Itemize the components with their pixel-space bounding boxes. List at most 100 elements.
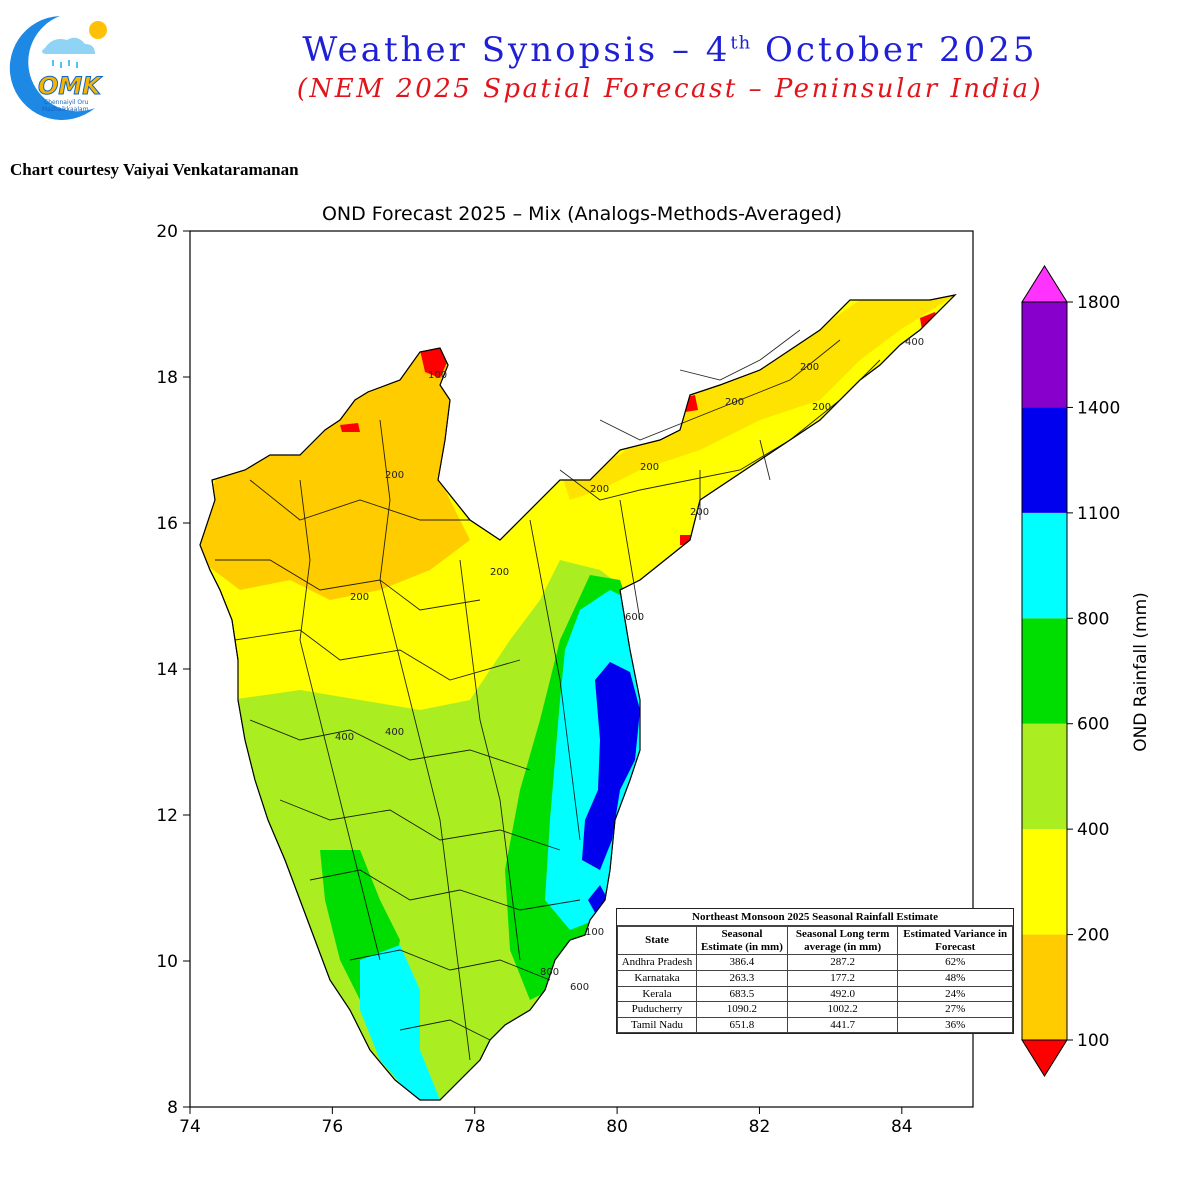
zone-below-100-north-tip bbox=[420, 345, 448, 378]
colorbar-segment bbox=[1022, 723, 1067, 830]
chart-title: OND Forecast 2025 – Mix (Analogs-Methods… bbox=[322, 203, 842, 225]
logo-crescent bbox=[9, 16, 95, 120]
title-tail: October 2025 bbox=[751, 30, 1038, 70]
colorbar-segment bbox=[1022, 512, 1067, 619]
colorbar-label: OND Rainfall (mm) bbox=[1131, 592, 1151, 752]
rainfall-map bbox=[199, 294, 957, 1101]
table-row: Tamil Nadu 651.8 441.7 36% bbox=[617, 1016, 1013, 1034]
logo-tagline-1: Chennaiyil Oru bbox=[44, 99, 89, 106]
table-header-row: State Seasonal Estimate (in mm) Seasonal… bbox=[617, 925, 1013, 956]
contour-label: 100 bbox=[585, 927, 604, 938]
zone-1100-1400-nagapattinam bbox=[588, 885, 608, 918]
cell-estimate: 683.5 bbox=[696, 985, 788, 1003]
cell-average: 492.0 bbox=[786, 985, 899, 1003]
cell-variance: 27% bbox=[897, 1001, 1013, 1018]
cell-average: 287.2 bbox=[786, 954, 899, 971]
y-tick-label: 12 bbox=[156, 806, 178, 826]
y-tick-label: 16 bbox=[156, 514, 178, 534]
title-main: Weather Synopsis – 4 bbox=[302, 30, 731, 70]
page-title: Weather Synopsis – 4th October 2025 bbox=[180, 30, 1160, 70]
colorbar-level-label: 600 bbox=[1077, 715, 1109, 735]
contour-label: 200 bbox=[490, 567, 509, 578]
zone-800-1100-south-kerala bbox=[360, 945, 440, 1100]
colorbar-segment bbox=[1022, 407, 1067, 513]
colorbar-level-label: 800 bbox=[1077, 609, 1109, 629]
contour-label: 200 bbox=[590, 484, 609, 495]
colorbar-level-label: 1100 bbox=[1077, 504, 1120, 524]
x-tick-label: 84 bbox=[891, 1117, 913, 1137]
header-variance: Estimated Variance in Forecast bbox=[897, 925, 1013, 956]
cell-estimate: 651.8 bbox=[696, 1016, 788, 1034]
x-tick-label: 76 bbox=[322, 1117, 344, 1137]
y-tick-label: 20 bbox=[156, 222, 178, 242]
contour-label: 200 bbox=[640, 462, 659, 473]
zone-1100-1400-chennai-coast bbox=[582, 662, 640, 870]
zone-100-200-north-karnataka bbox=[200, 345, 470, 600]
logo-text: OMK bbox=[38, 72, 103, 100]
cell-average: 177.2 bbox=[786, 969, 899, 987]
table-row: Karnataka 263.3 177.2 48% bbox=[617, 969, 1013, 987]
contour-label: 400 bbox=[905, 337, 924, 348]
district-boundaries bbox=[215, 329, 881, 1061]
y-tick-label: 18 bbox=[156, 368, 178, 388]
colorbar-segment bbox=[1022, 934, 1067, 1040]
y-tick-label: 10 bbox=[156, 952, 178, 972]
colorbar-level-label: 1400 bbox=[1077, 398, 1120, 418]
x-tick-label: 82 bbox=[749, 1117, 771, 1137]
x-axis: 74 76 78 80 82 84 bbox=[179, 1107, 913, 1137]
rainfall-zones bbox=[200, 295, 955, 1100]
contour-label: 600 bbox=[570, 982, 589, 993]
contour-label: 200 bbox=[385, 470, 404, 481]
chart-credit: Chart courtesy Vaiyai Venkataramanan bbox=[10, 160, 299, 179]
contour-label: 400 bbox=[335, 732, 354, 743]
header: Weather Synopsis – 4th October 2025 (NEM… bbox=[180, 30, 1160, 104]
cell-estimate: 263.3 bbox=[696, 969, 788, 987]
cell-state: Kerala bbox=[617, 985, 697, 1003]
table-row: Kerala 683.5 492.0 24% bbox=[617, 985, 1013, 1003]
header-seasonal-estimate: Seasonal Estimate (in mm) bbox=[696, 925, 788, 956]
x-tick-label: 74 bbox=[179, 1117, 201, 1137]
cell-average: 441.7 bbox=[786, 1016, 899, 1034]
table-row: Puducherry 1090.2 1002.2 27% bbox=[617, 1001, 1013, 1018]
colorbar-over-extension bbox=[1021, 265, 1068, 303]
colorbar-level-label: 100 bbox=[1077, 1031, 1109, 1051]
contour-label: 200 bbox=[800, 362, 819, 373]
cell-average: 1002.2 bbox=[786, 1001, 899, 1018]
title-superscript: th bbox=[730, 32, 752, 54]
cell-variance: 24% bbox=[897, 985, 1013, 1003]
contour-label: 100 bbox=[428, 370, 447, 381]
cell-estimate: 1090.2 bbox=[696, 1001, 788, 1018]
colorbar-segment bbox=[1022, 829, 1067, 935]
colorbar-level-label: 1800 bbox=[1077, 293, 1120, 313]
x-tick-label: 80 bbox=[606, 1117, 628, 1137]
header-state: State bbox=[617, 925, 697, 956]
cell-variance: 36% bbox=[897, 1016, 1013, 1034]
omk-logo-graphic: OMK Chennaiyil Oru Mazhaikkaalam bbox=[9, 16, 107, 120]
y-tick-label: 8 bbox=[167, 1098, 178, 1118]
colorbar-segment bbox=[1022, 618, 1067, 724]
contour-label: 200 bbox=[350, 592, 369, 603]
table-title: Northeast Monsoon 2025 Seasonal Rainfall… bbox=[617, 909, 1013, 926]
table-row: Andhra Pradesh 386.4 287.2 62% bbox=[617, 954, 1013, 971]
page-subtitle: (NEM 2025 Spatial Forecast – Peninsular … bbox=[296, 74, 1044, 104]
estimate-table: Northeast Monsoon 2025 Seasonal Rainfall… bbox=[617, 909, 1013, 1034]
contour-label: 800 bbox=[540, 967, 559, 978]
x-tick-label: 78 bbox=[464, 1117, 486, 1137]
contour-label: 200 bbox=[690, 507, 709, 518]
cell-state: Puducherry bbox=[617, 1001, 697, 1018]
colorbar-level-label: 200 bbox=[1077, 926, 1109, 946]
sun-icon bbox=[89, 21, 107, 39]
cell-variance: 48% bbox=[897, 969, 1013, 987]
cloud-icon bbox=[42, 37, 95, 54]
y-axis: 8 10 12 14 16 18 20 bbox=[156, 222, 190, 1118]
cell-estimate: 386.4 bbox=[696, 954, 788, 971]
contour-label: 200 bbox=[725, 397, 744, 408]
colorbar-under-extension bbox=[1021, 1039, 1068, 1077]
colorbar: 100 200 400 600 800 1100 1400 1800 bbox=[1021, 265, 1120, 1077]
logo-tagline-2: Mazhaikkaalam bbox=[42, 106, 89, 113]
colorbar-level-label: 400 bbox=[1077, 820, 1109, 840]
zone-below-100-west bbox=[340, 423, 360, 432]
contour-labels: 100 200 200 200 200 200 200 200 200 200 400 400 400 6… bbox=[335, 337, 924, 993]
cell-state: Karnataka bbox=[617, 969, 697, 987]
